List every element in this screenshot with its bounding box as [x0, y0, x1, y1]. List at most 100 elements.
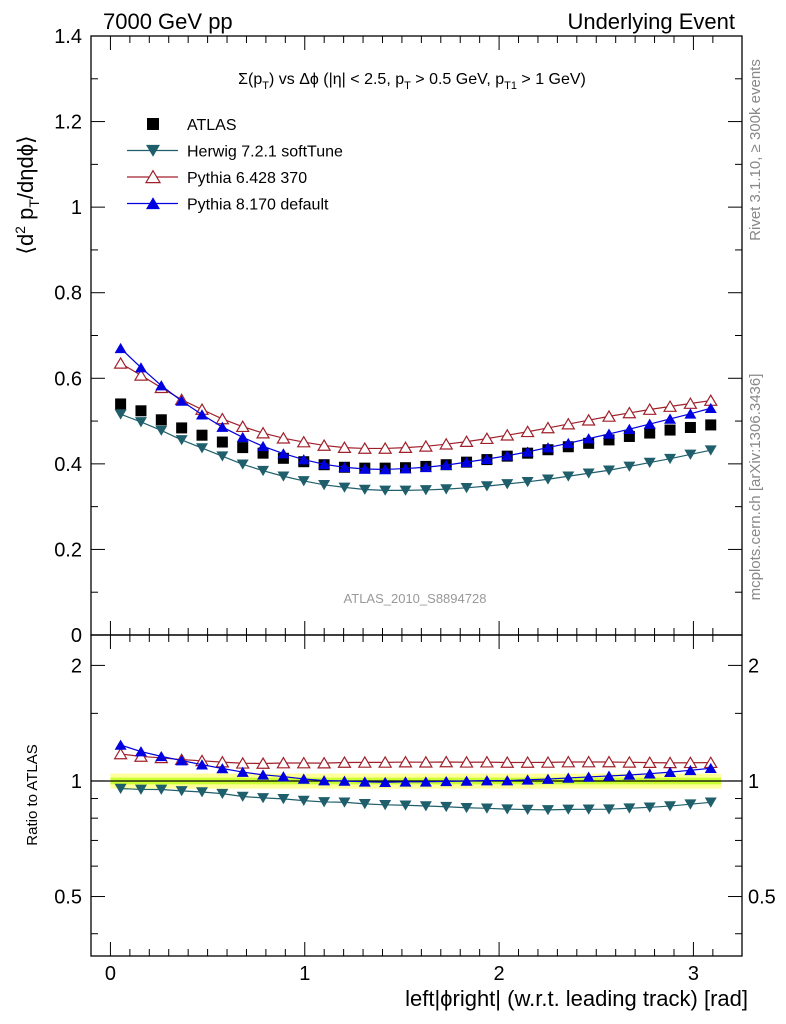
ratio-ylabel: Ratio to ATLAS	[24, 744, 41, 845]
data-point	[541, 474, 554, 485]
data-point	[257, 447, 269, 459]
ratio-point	[440, 775, 453, 787]
ratio-point	[358, 776, 371, 787]
data-point	[257, 465, 270, 477]
data-point	[338, 482, 351, 493]
ratio-point	[297, 773, 310, 784]
ratio-line	[120, 744, 711, 783]
axes: 0 0.2 0.4 0.6 0.8 1 1.2 1.4 0 1 2 3 0.5 0.5 1 1 2 2	[54, 26, 776, 985]
data-point	[318, 480, 331, 491]
ratio-point	[541, 773, 554, 784]
legend-label: ATLAS	[187, 117, 237, 134]
data-point	[379, 485, 392, 496]
ylabel-sub: T	[26, 199, 42, 208]
ratio-point	[317, 756, 332, 769]
data-point	[399, 485, 412, 496]
main-title-sub: T	[404, 80, 411, 92]
data-point	[460, 483, 473, 494]
mcplots-label: mcplots.cern.ch [arXiv:1306.3436]	[747, 374, 764, 601]
data-point	[521, 477, 534, 488]
ratio-point	[338, 775, 351, 786]
ratio-point	[236, 791, 249, 802]
ratio-point	[236, 766, 249, 777]
data-point	[664, 424, 676, 436]
ratio-point	[277, 771, 290, 782]
ratio-point	[479, 755, 494, 768]
header-right: Underlying Event	[567, 9, 735, 34]
main-title-part: > 1 GeV)	[517, 71, 586, 88]
main-ylabel: ⟨d2 pT/dηdϕ⟩	[12, 135, 42, 254]
data-point	[175, 395, 188, 406]
data-point	[296, 435, 311, 448]
data-point	[337, 441, 352, 453]
ratio-point	[155, 750, 168, 762]
data-point	[684, 449, 697, 460]
data-point	[582, 433, 595, 444]
ratio-tick-label-right: 0.5	[748, 887, 776, 909]
data-point	[500, 428, 515, 441]
main-title-part: Σ(p	[238, 71, 262, 88]
ratio-tick-label-right: 1	[748, 771, 759, 793]
data-point	[459, 435, 474, 448]
ratio-point	[379, 776, 392, 788]
data-point	[135, 405, 147, 417]
data-point	[540, 421, 556, 434]
ratio-uncertainty-band	[91, 773, 742, 789]
data-point	[357, 441, 372, 454]
ratio-point	[704, 762, 717, 774]
y-tick-label: 0	[71, 625, 82, 647]
ratio-point	[561, 755, 576, 768]
ylabel-part: ⟨d	[13, 234, 38, 255]
ratio-point	[642, 756, 657, 768]
ratio-tick-label: 1	[71, 771, 82, 793]
data-point	[705, 419, 717, 431]
ratio-line	[120, 787, 711, 811]
data-point	[338, 461, 351, 473]
ratio-point	[318, 775, 331, 786]
main-title-sub: T1	[504, 80, 517, 92]
ratio-point	[664, 766, 677, 777]
series-1	[114, 409, 717, 816]
legend-label: Herwig 7.2.1 softTune	[187, 144, 343, 161]
data-point	[440, 484, 453, 495]
ratio-point	[358, 799, 371, 810]
ratio-point	[419, 801, 432, 812]
data-point	[216, 436, 228, 448]
series-line	[120, 347, 711, 471]
ratio-point	[175, 786, 188, 797]
ratio-point	[440, 801, 453, 813]
data-point	[134, 362, 147, 373]
data-point	[317, 438, 332, 451]
series-3	[114, 342, 717, 788]
data-point	[704, 402, 717, 414]
data-point	[561, 417, 576, 430]
data-point	[480, 453, 493, 464]
legend-label: Pythia 6.428 370	[187, 170, 307, 187]
main-title-sub: T	[262, 80, 269, 92]
ratio-point	[501, 775, 514, 786]
data-point	[196, 429, 208, 441]
ratio-point	[216, 788, 229, 800]
data-point	[562, 437, 575, 449]
data-point	[155, 425, 168, 436]
data-point	[562, 471, 575, 482]
ylabel-part: /dηdϕ⟩	[13, 135, 38, 199]
ratio-point	[562, 804, 575, 815]
data-point	[236, 459, 249, 470]
data-point	[155, 380, 168, 391]
data-point	[440, 459, 453, 470]
ratio-point	[643, 802, 656, 813]
y-tick-label: 1	[71, 197, 82, 219]
data-point	[399, 463, 412, 474]
data-point	[398, 441, 413, 453]
data-point	[663, 399, 678, 412]
data-point	[113, 356, 128, 369]
ratio-point	[581, 755, 596, 768]
legend-marker	[144, 169, 162, 184]
data-point	[480, 481, 493, 492]
data-point	[623, 461, 636, 472]
ratio-point	[114, 739, 127, 750]
y-tick-label: 0.4	[54, 454, 82, 476]
ratio-point	[378, 755, 393, 768]
data-point	[684, 408, 697, 419]
